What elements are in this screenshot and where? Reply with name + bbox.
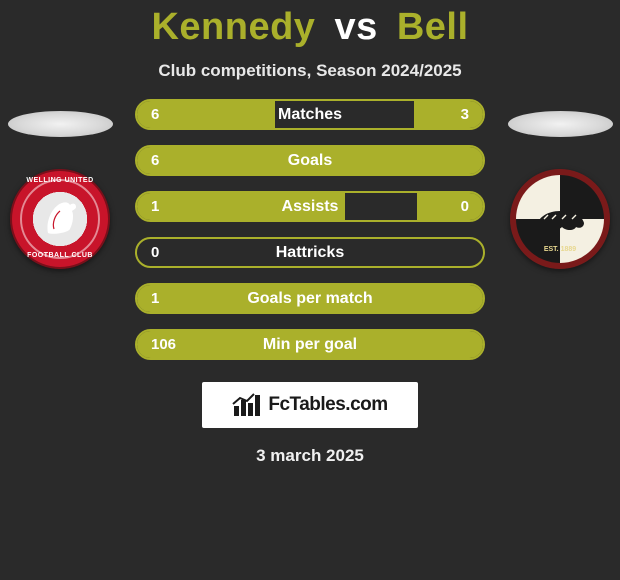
content-area: WELLING UNITED FOOTBALL CLUB EST. 1889 6… <box>0 99 620 466</box>
stat-row: 0Hattricks <box>135 237 485 268</box>
stat-bars-container: 6Matches36Goals1Assists00Hattricks1Goals… <box>135 99 485 360</box>
vs-text: vs <box>335 6 378 48</box>
left-club-text-bottom: FOOTBALL CLUB <box>12 252 108 259</box>
subtitle: Club competitions, Season 2024/2025 <box>0 61 620 81</box>
stat-label: Goals <box>137 147 483 174</box>
right-club-badge: EST. 1889 <box>510 169 610 269</box>
player-shadow-left <box>8 111 113 137</box>
stat-value-right: 3 <box>461 101 469 128</box>
tiger-icon <box>534 205 586 233</box>
stat-label: Matches <box>137 101 483 128</box>
stat-row: 6Goals <box>135 145 485 176</box>
player1-name: Kennedy <box>151 6 315 48</box>
stat-label: Assists <box>137 193 483 220</box>
bar-chart-icon <box>232 392 262 418</box>
stat-row: 1Assists0 <box>135 191 485 222</box>
left-club-badge: WELLING UNITED FOOTBALL CLUB <box>10 169 110 269</box>
stat-label: Min per goal <box>137 331 483 358</box>
right-club-est-text: EST. 1889 <box>516 246 604 253</box>
stat-row: 1Goals per match <box>135 283 485 314</box>
right-club-column: EST. 1889 <box>500 99 620 269</box>
player2-name: Bell <box>397 6 469 48</box>
comparison-title: Kennedy vs Bell <box>0 0 620 49</box>
stat-value-right: 0 <box>461 193 469 220</box>
brand-text: FcTables.com <box>268 394 387 416</box>
left-club-text-top: WELLING UNITED <box>12 177 108 184</box>
left-club-column: WELLING UNITED FOOTBALL CLUB <box>0 99 120 269</box>
player-shadow-right <box>508 111 613 137</box>
stat-label: Goals per match <box>137 285 483 312</box>
stat-row: 106Min per goal <box>135 329 485 360</box>
date-text: 3 march 2025 <box>0 446 620 466</box>
horse-icon <box>40 193 84 237</box>
stat-row: 6Matches3 <box>135 99 485 130</box>
brand-badge: FcTables.com <box>202 382 418 428</box>
stat-label: Hattricks <box>137 239 483 266</box>
